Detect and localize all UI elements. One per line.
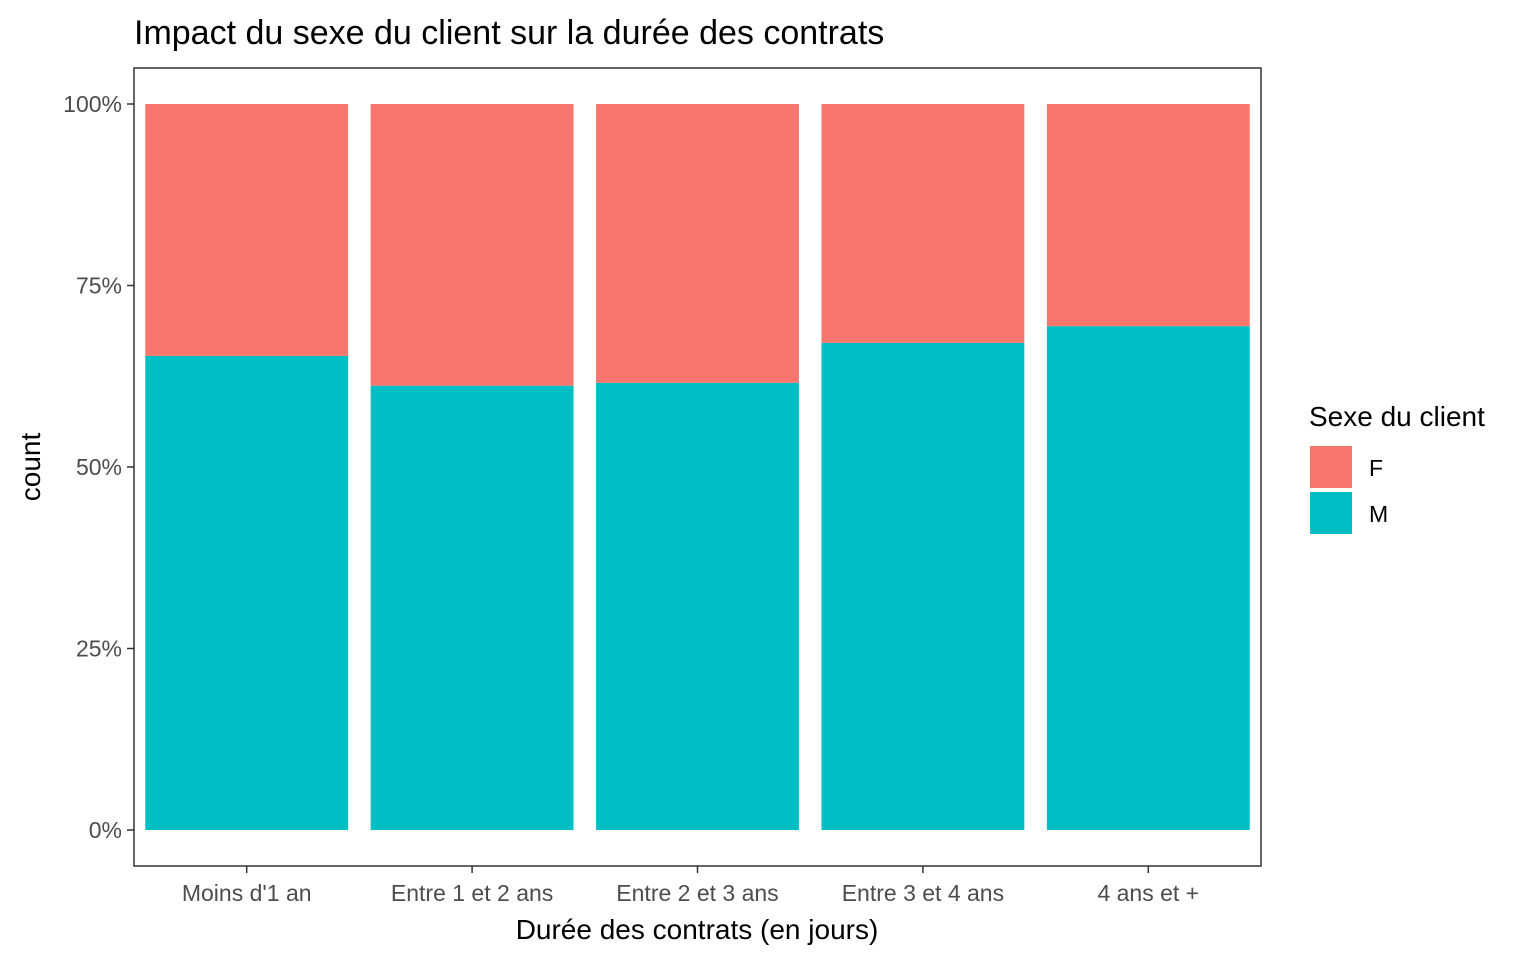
bar-m-3 [821, 342, 1025, 830]
y-tick-label: 75% [76, 273, 122, 299]
legend-key-m [1310, 492, 1352, 534]
x-tick-label: Entre 1 et 2 ans [391, 880, 553, 906]
legend-label-f: F [1369, 455, 1383, 481]
legend: Sexe du client FM [1309, 401, 1485, 534]
legend-title: Sexe du client [1309, 401, 1485, 432]
y-tick-label: 100% [63, 91, 122, 117]
bar-m-1 [370, 385, 574, 830]
y-tick-label: 0% [89, 817, 122, 843]
legend-label-m: M [1369, 501, 1388, 527]
bars-group [145, 104, 1250, 830]
y-tick-label: 50% [76, 454, 122, 480]
x-tick-label: Entre 2 et 3 ans [616, 880, 778, 906]
bar-m-4 [1046, 326, 1250, 830]
bar-f-3 [821, 104, 1025, 343]
x-tick-label: Entre 3 et 4 ans [842, 880, 1004, 906]
x-axis: Moins d'1 an Entre 1 et 2 ans Entre 2 et 3… [182, 866, 1199, 906]
legend-key-f [1310, 446, 1352, 488]
bar-m-0 [145, 355, 349, 830]
x-axis-title: Durée des contrats (en jours) [516, 914, 879, 945]
bar-f-2 [596, 104, 799, 383]
x-tick-label: Moins d'1 an [182, 880, 312, 906]
y-axis-title: count [15, 433, 46, 502]
y-axis: 0% 25% 50% 75% 100% [63, 91, 134, 843]
x-tick-label: 4 ans et + [1097, 880, 1199, 906]
bar-f-0 [145, 104, 349, 356]
chart-title: Impact du sexe du client sur la durée de… [134, 14, 884, 52]
bar-f-1 [370, 104, 574, 386]
bar-f-4 [1046, 104, 1250, 327]
y-tick-label: 25% [76, 636, 122, 662]
bar-m-2 [596, 382, 799, 830]
